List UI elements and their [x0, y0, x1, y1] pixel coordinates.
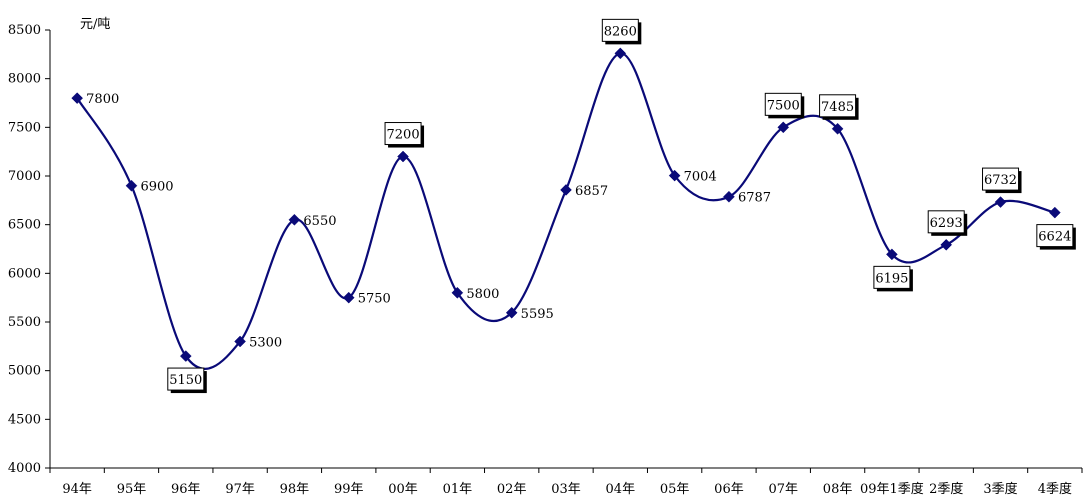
data-point-marker [614, 47, 627, 60]
data-label: 5150 [169, 373, 202, 388]
data-label: 6787 [738, 191, 771, 206]
data-point-marker [1048, 206, 1061, 219]
data-label: 6857 [575, 184, 608, 199]
y-tick-labels: 4000 4500 5000 5500 6000 6500 7000 7500 8000 8500 [8, 23, 41, 476]
data-label: 6550 [303, 214, 336, 229]
y-tick-label: 5500 [8, 315, 41, 330]
data-point-marker [234, 335, 246, 348]
data-label: 7485 [821, 100, 854, 115]
data-label-box: 6732 [982, 167, 1022, 194]
data-label: 6624 [1038, 230, 1071, 245]
data-label: 6195 [875, 271, 908, 286]
data-label-box: 6195 [873, 265, 913, 292]
label-box [384, 122, 422, 146]
data-point-marker [777, 121, 790, 134]
x-tick-label: 08年 [823, 482, 853, 497]
data-label: 8260 [604, 24, 637, 39]
data-label: 7500 [767, 98, 800, 113]
data-markers [71, 47, 1061, 362]
x-tick-label: 06年 [714, 482, 744, 497]
data-label: 5750 [358, 292, 391, 307]
label-box [927, 210, 965, 234]
y-tick-label: 6000 [8, 266, 41, 281]
data-point-marker [723, 190, 735, 203]
y-tick-label: 8000 [8, 72, 41, 87]
data-point-marker [886, 248, 898, 261]
data-label: 5595 [521, 307, 554, 322]
x-tick-label: 04年 [606, 482, 636, 497]
data-label: 6900 [140, 180, 173, 195]
data-label-box: 6624 [1036, 224, 1076, 250]
data-label-box: 6293 [927, 210, 968, 236]
data-label-box: 7200 [384, 122, 425, 148]
data-point-marker [994, 196, 1007, 208]
x-tick-label: 03年 [551, 482, 581, 497]
x-tick-label: 94年 [62, 482, 92, 497]
x-tick-label: 2季度 [929, 481, 963, 497]
data-point-marker [71, 92, 84, 104]
data-point-marker [288, 213, 301, 226]
x-tick-label: 3季度 [983, 481, 1017, 497]
data-point-marker [668, 169, 681, 182]
y-tick-label: 7000 [8, 169, 41, 184]
label-box [167, 367, 205, 391]
data-point-marker [831, 122, 844, 135]
label-box [873, 265, 911, 289]
label-box [819, 94, 857, 118]
y-tick-label: 4500 [8, 412, 41, 427]
data-point-marker [451, 286, 464, 299]
x-tick-label: 09年1季度 [860, 481, 924, 497]
data-label-box: 5150 [167, 367, 207, 394]
x-tick-label: 98年 [280, 482, 310, 497]
data-label: 6732 [984, 173, 1017, 188]
data-point-marker [505, 306, 518, 319]
label-box [982, 167, 1020, 191]
x-tick-label: 05年 [660, 482, 690, 497]
x-tick-label: 02年 [497, 482, 527, 497]
data-label: 7800 [86, 92, 119, 107]
axes [45, 29, 1083, 473]
data-label: 7200 [387, 128, 420, 143]
x-tick-label: 97年 [225, 482, 255, 497]
x-tick-label: 95年 [117, 482, 147, 497]
data-label: 5800 [466, 287, 499, 302]
series-line [76, 52, 1056, 370]
label-box [601, 18, 639, 42]
y-tick-label: 7500 [8, 120, 41, 135]
y-tick-label: 6500 [8, 218, 41, 233]
x-tick-label: 4季度 [1038, 481, 1072, 497]
data-point-marker [940, 238, 953, 251]
data-label-box: 7485 [819, 94, 859, 120]
y-tick-label: 4000 [8, 461, 41, 476]
x-tick-label: 96年 [171, 482, 201, 497]
data-point-marker [397, 150, 409, 163]
y-tick-label: 5000 [8, 364, 41, 379]
data-labels: 7800 6900 5150 5300 6550 5750 7200 5800 5595 6857… [86, 18, 1076, 394]
y-axis-unit-label: 元/吨 [80, 17, 110, 32]
data-label-box: 7500 [764, 92, 805, 119]
data-label: 5300 [249, 335, 282, 350]
data-label-box: 8260 [601, 18, 642, 45]
data-point-marker [179, 350, 192, 362]
data-label: 7004 [684, 170, 717, 185]
y-tick-label: 8500 [8, 23, 41, 38]
x-tick-label: 01年 [443, 482, 473, 497]
label-box [764, 92, 802, 116]
x-tick-labels: 94年 95年 96年 97年 98年 99年 00年 01年 02年 03年 04年 05年 06年 0… [62, 481, 1072, 497]
data-point-marker [125, 179, 138, 192]
label-box [1036, 224, 1074, 248]
x-tick-label: 07年 [768, 482, 798, 497]
data-label: 6293 [930, 216, 963, 231]
data-point-marker [342, 291, 355, 304]
x-tick-label: 00年 [388, 482, 418, 497]
x-tick-label: 99年 [334, 482, 364, 497]
data-point-marker [560, 184, 572, 196]
